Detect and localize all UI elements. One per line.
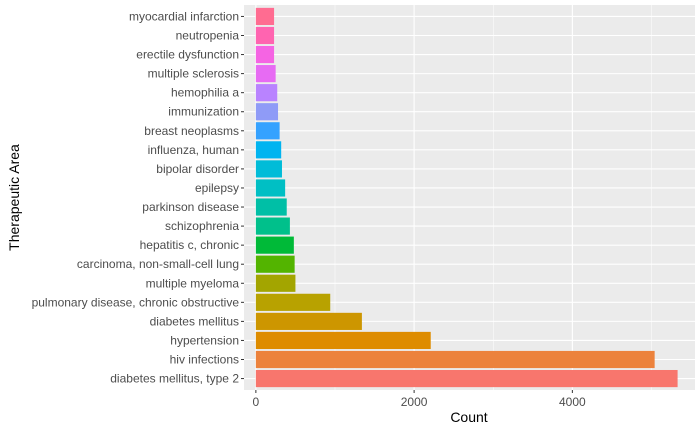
bar [255, 179, 286, 197]
y-axis-ticks: diabetes mellitus, type 2 hiv infections h… [32, 9, 244, 386]
y-tick-label: neutropenia [176, 28, 240, 42]
y-tick-label: diabetes mellitus, type 2 [110, 372, 239, 386]
x-axis-ticks: 0 2000 4000 [253, 390, 586, 409]
x-tick-label: 4000 [559, 395, 586, 409]
bar [255, 274, 296, 292]
y-tick-label: hemophilia a [171, 86, 239, 100]
bar [255, 45, 275, 64]
x-tick-label: 2000 [401, 395, 428, 409]
x-axis-title: Count [450, 409, 487, 425]
bar [255, 122, 280, 140]
bar [255, 7, 275, 26]
bar [255, 160, 282, 178]
y-tick-label: hiv infections [170, 353, 239, 367]
bar [255, 65, 276, 83]
y-tick-label: immunization [168, 105, 239, 119]
bar [255, 141, 282, 159]
y-tick-label: diabetes mellitus [150, 314, 239, 328]
y-tick-label: multiple sclerosis [148, 67, 239, 81]
y-tick-label: erectile dysfunction [136, 48, 239, 62]
bar [255, 236, 294, 254]
bar [255, 103, 279, 121]
bar [255, 84, 278, 102]
y-tick-label: pulmonary disease, chronic obstructive [32, 295, 240, 309]
y-tick-label: carcinoma, non-small-cell lung [77, 257, 239, 271]
y-axis-title: Therapeutic Area [6, 144, 22, 251]
y-tick-label: bipolar disorder [156, 162, 239, 176]
bars [255, 7, 678, 388]
y-tick-label: schizophrenia [165, 219, 239, 233]
bar [255, 331, 431, 350]
x-tick-label: 0 [253, 395, 260, 409]
y-tick-label: hepatitis c, chronic [140, 238, 239, 252]
bar [255, 255, 295, 273]
y-tick-label: influenza, human [148, 143, 239, 157]
y-tick-label: breast neoplasms [144, 124, 239, 138]
bar [255, 293, 331, 311]
bar [255, 312, 362, 330]
bar [255, 350, 655, 369]
bar [255, 217, 290, 235]
bar [255, 369, 678, 388]
y-tick-label: epilepsy [195, 181, 239, 195]
y-tick-label: myocardial infarction [129, 9, 239, 23]
bar [255, 26, 275, 45]
y-tick-label: multiple myeloma [146, 276, 240, 290]
y-tick-label: parkinson disease [142, 200, 239, 214]
y-tick-label: hypertension [170, 333, 239, 347]
bar [255, 198, 287, 216]
